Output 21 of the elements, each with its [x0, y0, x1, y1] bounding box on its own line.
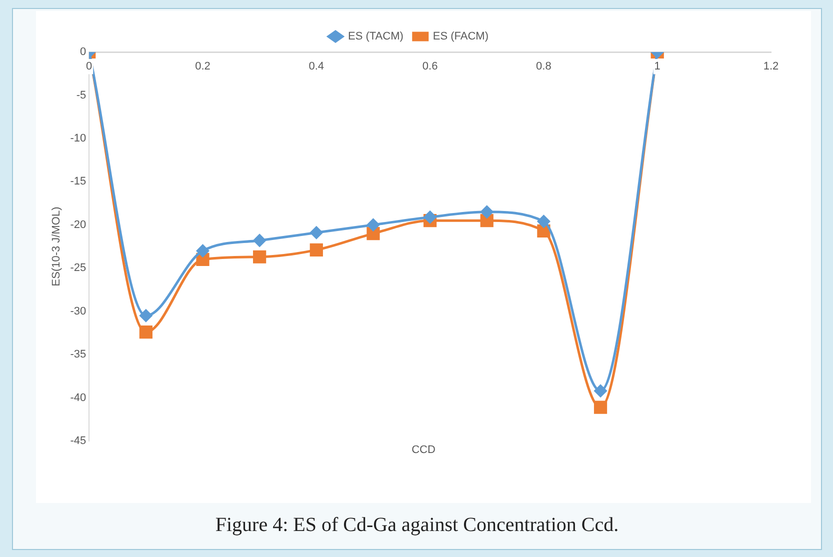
y-tick-label: -5	[76, 89, 86, 102]
y-tick-label: 0	[80, 46, 86, 58]
y-axis-title: ES(10-3 J/MOL)	[50, 206, 63, 286]
y-tick-label: -35	[70, 348, 86, 361]
x-tick-label: 0.8	[536, 60, 552, 73]
caption: Figure 4: ES of Cd-Ga against Concentration Ccd.	[214, 514, 620, 537]
x-tick-label: 0.6	[422, 60, 438, 73]
y-tick-label: -30	[70, 305, 86, 318]
y-tick-label: -25	[70, 262, 86, 274]
x-tick-label: 1.2	[763, 60, 779, 73]
x-tick-label: 0.4	[308, 60, 324, 73]
y-tick-label: -40	[70, 392, 86, 404]
y-tick-label: -20	[70, 218, 86, 231]
legend-label: ES (TACM)	[348, 30, 404, 43]
x-tick-label: 1	[654, 60, 660, 73]
y-tick-label: -45	[70, 435, 86, 448]
y-tick-label: -10	[70, 132, 86, 144]
legend-label: ES (FACM)	[432, 30, 489, 43]
y-tick-label: -15	[70, 176, 86, 188]
x-tick-label: 0.2	[195, 60, 210, 73]
x-axis-title: CCD	[412, 444, 436, 456]
